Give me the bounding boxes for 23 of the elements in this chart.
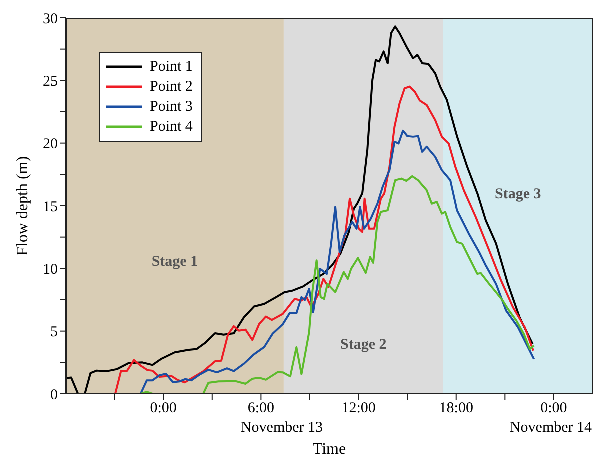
y-tick-label: 20 bbox=[43, 136, 58, 153]
legend-label: Point 2 bbox=[150, 78, 193, 97]
legend-label: Point 4 bbox=[150, 118, 193, 137]
x-tick-label: 12:00 bbox=[342, 400, 376, 417]
y-tick-label: 25 bbox=[43, 74, 58, 90]
y-tick-label: 10 bbox=[43, 262, 58, 278]
text: November 13 bbox=[240, 420, 324, 437]
y-tick-label: 0 bbox=[50, 387, 58, 404]
legend-label: Point 1 bbox=[150, 58, 193, 77]
x-tick-label: 0:00 bbox=[540, 400, 568, 417]
y-tick-label: 15 bbox=[43, 199, 58, 216]
band-label: Stage 2 bbox=[340, 336, 387, 353]
text: November 14 bbox=[510, 420, 592, 437]
x-tick-label: 6:00 bbox=[248, 400, 275, 417]
x-tick-label: 18:00 bbox=[439, 400, 474, 417]
y-tick-label: 30 bbox=[43, 11, 58, 28]
legend-label: Point 3 bbox=[150, 98, 193, 117]
y-axis-title: Flow depth (m) bbox=[14, 156, 32, 256]
y-tick-label: 5 bbox=[50, 324, 58, 341]
x-axis-title: Time bbox=[312, 441, 346, 454]
band-label: Stage 3 bbox=[495, 186, 542, 202]
x-tick-label: 0:00 bbox=[150, 400, 177, 417]
band-label: Stage 1 bbox=[152, 254, 198, 270]
